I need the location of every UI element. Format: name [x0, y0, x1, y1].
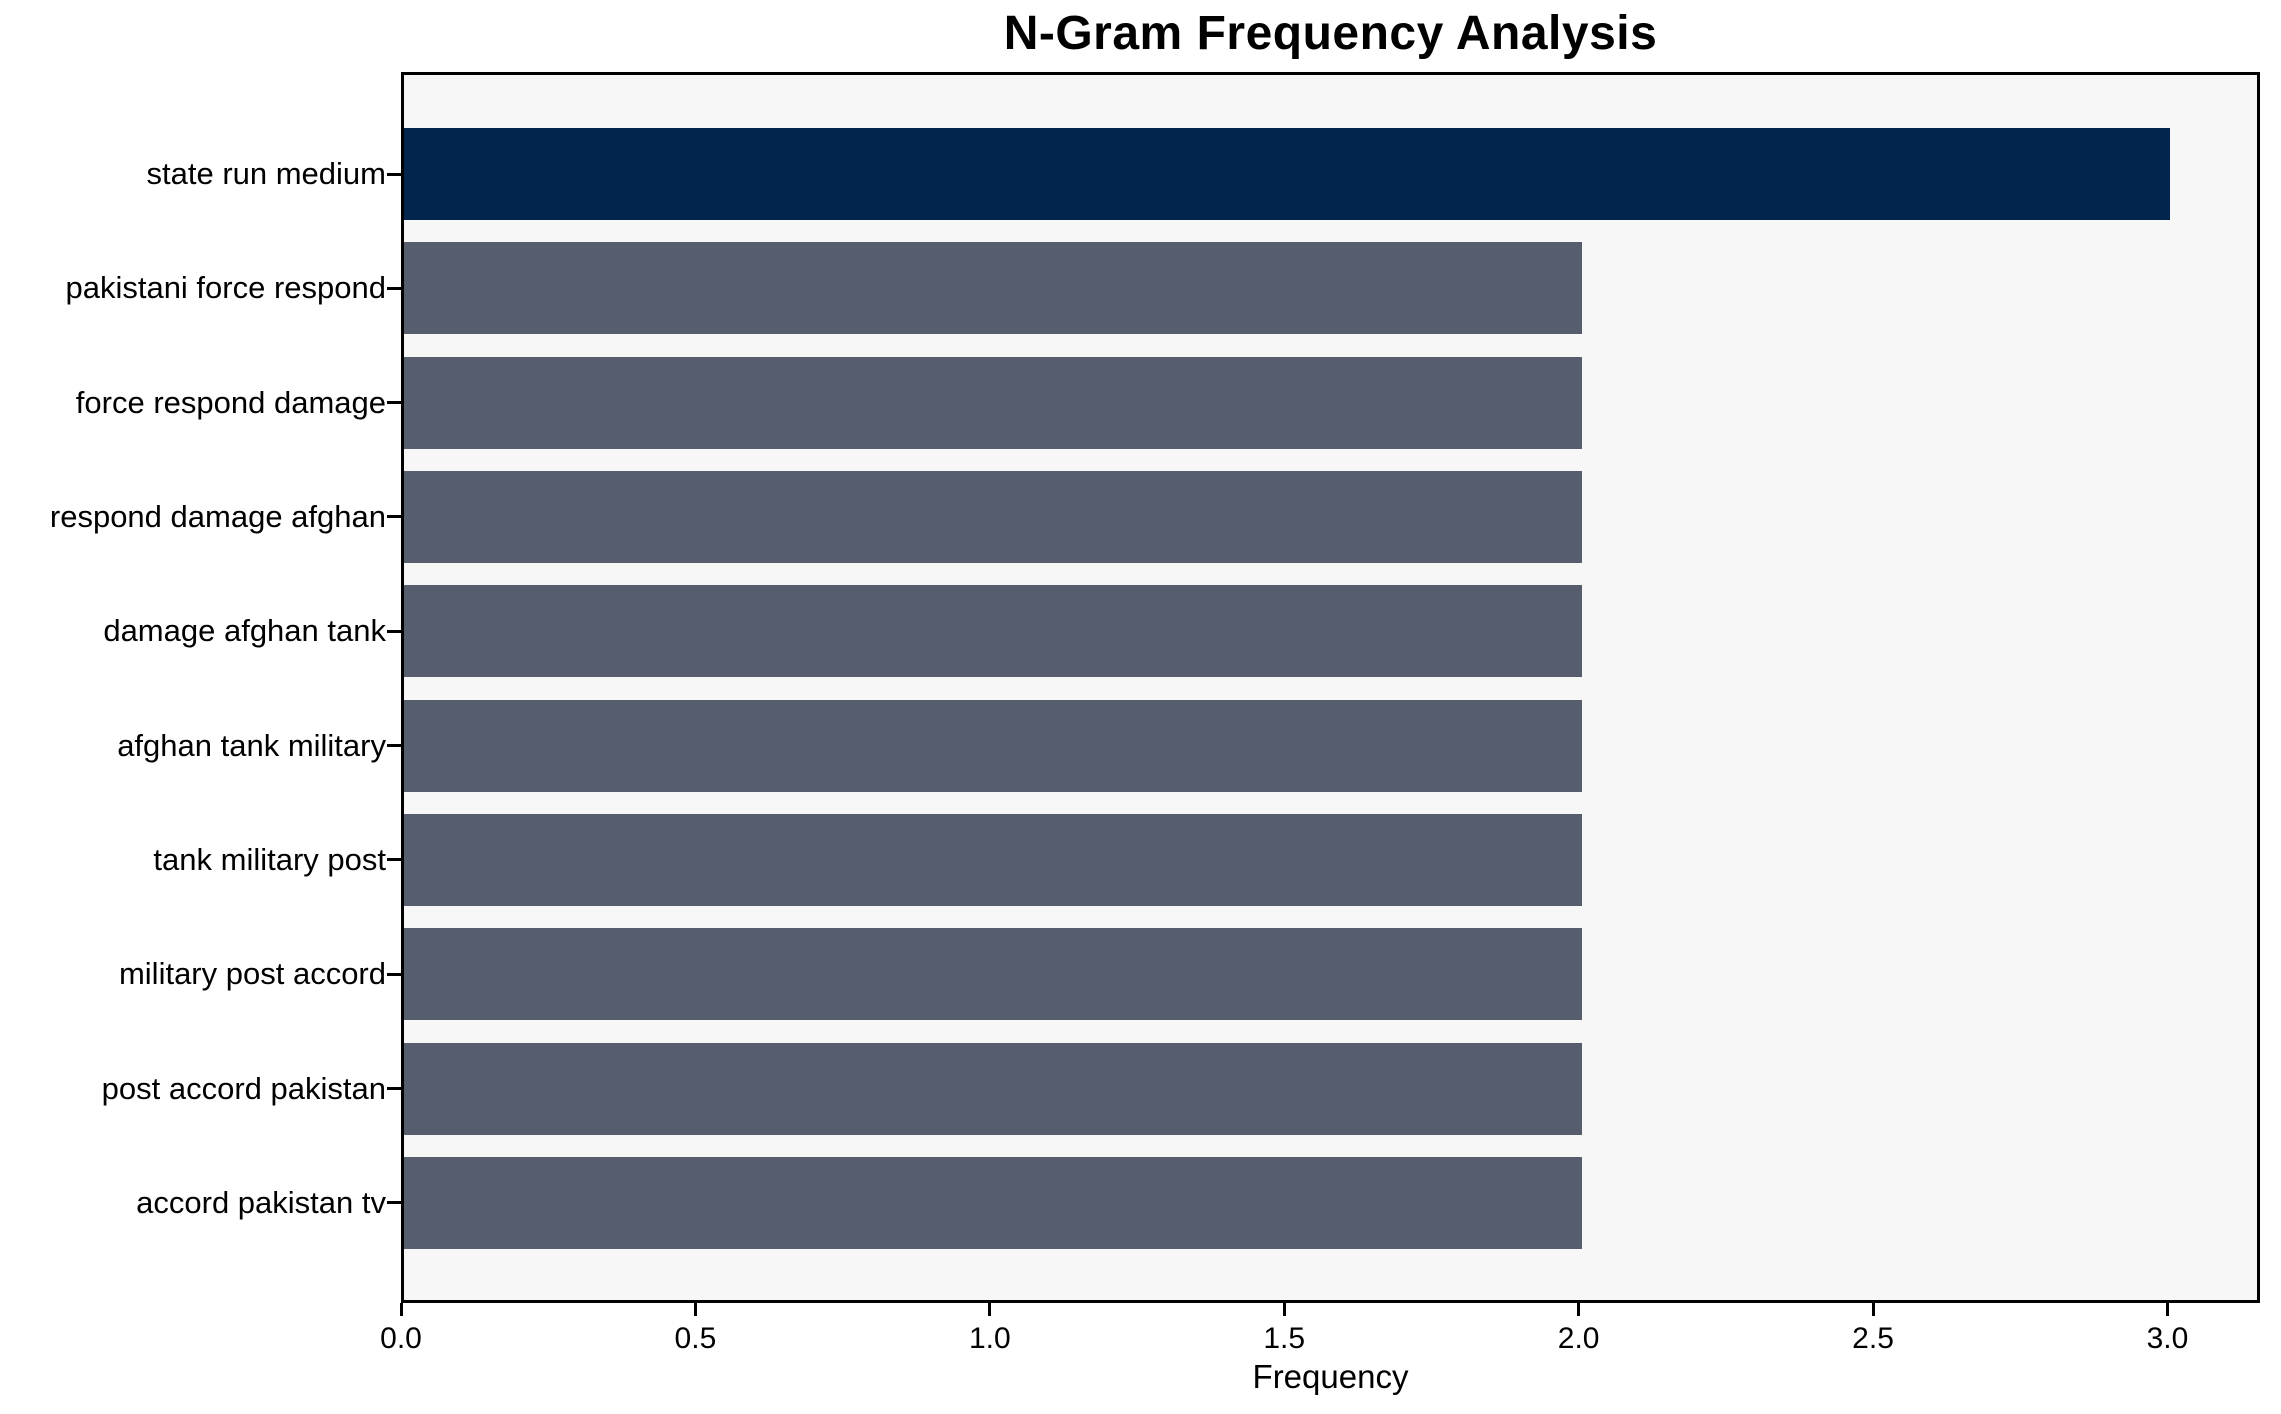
bar — [404, 585, 1582, 678]
y-tick-label: respond damage afghan — [49, 498, 386, 534]
y-tick-mark — [387, 286, 401, 290]
y-tick-mark — [387, 172, 401, 176]
x-tick-mark — [693, 1303, 697, 1316]
y-tick-mark — [387, 401, 401, 405]
bar — [404, 813, 1582, 906]
plot-area — [401, 72, 2260, 1303]
y-tick-label: force respond damage — [75, 384, 386, 420]
y-tick-label: tank military post — [153, 841, 386, 877]
bar — [404, 699, 1582, 792]
x-tick-mark — [1282, 1303, 1286, 1316]
x-tick-mark — [1577, 1303, 1581, 1316]
y-tick-label: post accord pakistan — [101, 1070, 386, 1106]
y-tick-mark — [387, 972, 401, 976]
y-tick-mark — [387, 1087, 401, 1091]
x-tick-label: 0.0 — [380, 1322, 422, 1355]
y-tick-label: accord pakistan tv — [136, 1184, 386, 1220]
y-tick-mark — [387, 858, 401, 862]
bar — [404, 928, 1582, 1021]
bar — [404, 1042, 1582, 1135]
bar — [404, 242, 1582, 335]
x-tick-mark — [1871, 1303, 1875, 1316]
x-tick-mark — [988, 1303, 992, 1316]
x-tick-mark — [399, 1303, 403, 1316]
x-tick-label: 1.5 — [1263, 1322, 1306, 1355]
y-tick-label: afghan tank military — [117, 727, 386, 763]
x-tick-label: 1.0 — [968, 1322, 1011, 1355]
bar — [404, 356, 1582, 449]
x-tick-label: 2.5 — [1852, 1322, 1894, 1355]
x-tick-label: 0.5 — [674, 1322, 717, 1355]
y-tick-label: state run medium — [146, 156, 387, 191]
y-tick-mark — [387, 1201, 401, 1205]
x-tick-label: 3.0 — [2146, 1322, 2189, 1355]
y-tick-label: damage afghan tank — [103, 613, 386, 649]
y-tick-label: pakistani force respond — [65, 270, 386, 306]
bar — [404, 1156, 1582, 1249]
x-axis-label: Frequency — [1252, 1358, 1409, 1395]
y-tick-mark — [387, 515, 401, 519]
y-tick-mark — [387, 629, 401, 633]
bar — [404, 470, 1582, 563]
y-tick-label: military post accord — [118, 956, 386, 992]
x-tick-label: 2.0 — [1557, 1322, 1600, 1355]
bar — [404, 128, 2171, 220]
x-tick-mark — [2165, 1303, 2169, 1316]
y-tick-mark — [387, 744, 401, 748]
chart-title: N-Gram Frequency Analysis — [1003, 7, 1658, 60]
